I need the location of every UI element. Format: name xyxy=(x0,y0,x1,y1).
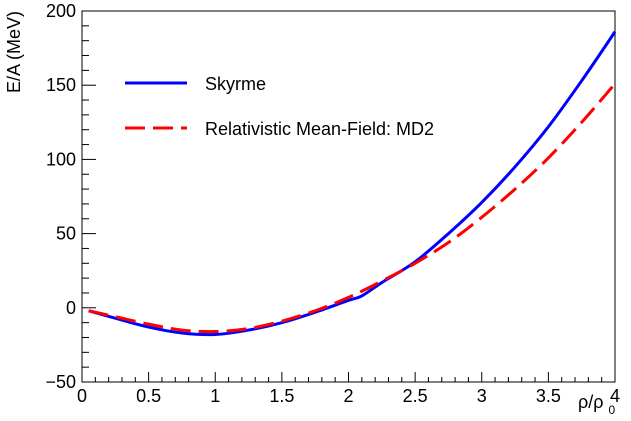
series-line-md2 xyxy=(88,82,617,334)
x-axis-title-subscript: 0 xyxy=(609,403,616,417)
y-axis-title: E/A (MeV) xyxy=(4,11,24,93)
x-tick-label: 0 xyxy=(77,386,87,406)
legend-label-md2: Relativistic Mean-Field: MD2 xyxy=(205,119,434,139)
y-tick-label: 100 xyxy=(46,149,76,169)
series-layer xyxy=(88,30,617,337)
y-tick-label: −50 xyxy=(45,372,76,392)
x-tick-label: 1 xyxy=(210,386,220,406)
legend-label-skyrme: Skyrme xyxy=(205,74,266,94)
x-tick-label: 2 xyxy=(343,386,353,406)
x-tick-label: 3 xyxy=(477,386,487,406)
x-axis-title-main: ρ/ρ xyxy=(578,392,603,412)
y-tick-label: 200 xyxy=(46,1,76,21)
y-tick-label: 50 xyxy=(56,224,76,244)
x-tick-label: 2.5 xyxy=(403,386,428,406)
x-tick-label: 1.5 xyxy=(269,386,294,406)
x-tick-label: 3.5 xyxy=(536,386,561,406)
x-tick-label: 4 xyxy=(610,386,620,406)
y-tick-label: 150 xyxy=(46,75,76,95)
y-tick-label: 0 xyxy=(66,298,76,318)
x-axis-title: ρ/ρ 0 xyxy=(578,392,616,417)
series-line-skyrme xyxy=(88,30,617,337)
axis-ticks xyxy=(81,10,616,383)
legend: Skyrme Relativistic Mean-Field: MD2 xyxy=(125,74,434,139)
x-tick-label: 0.5 xyxy=(136,386,161,406)
